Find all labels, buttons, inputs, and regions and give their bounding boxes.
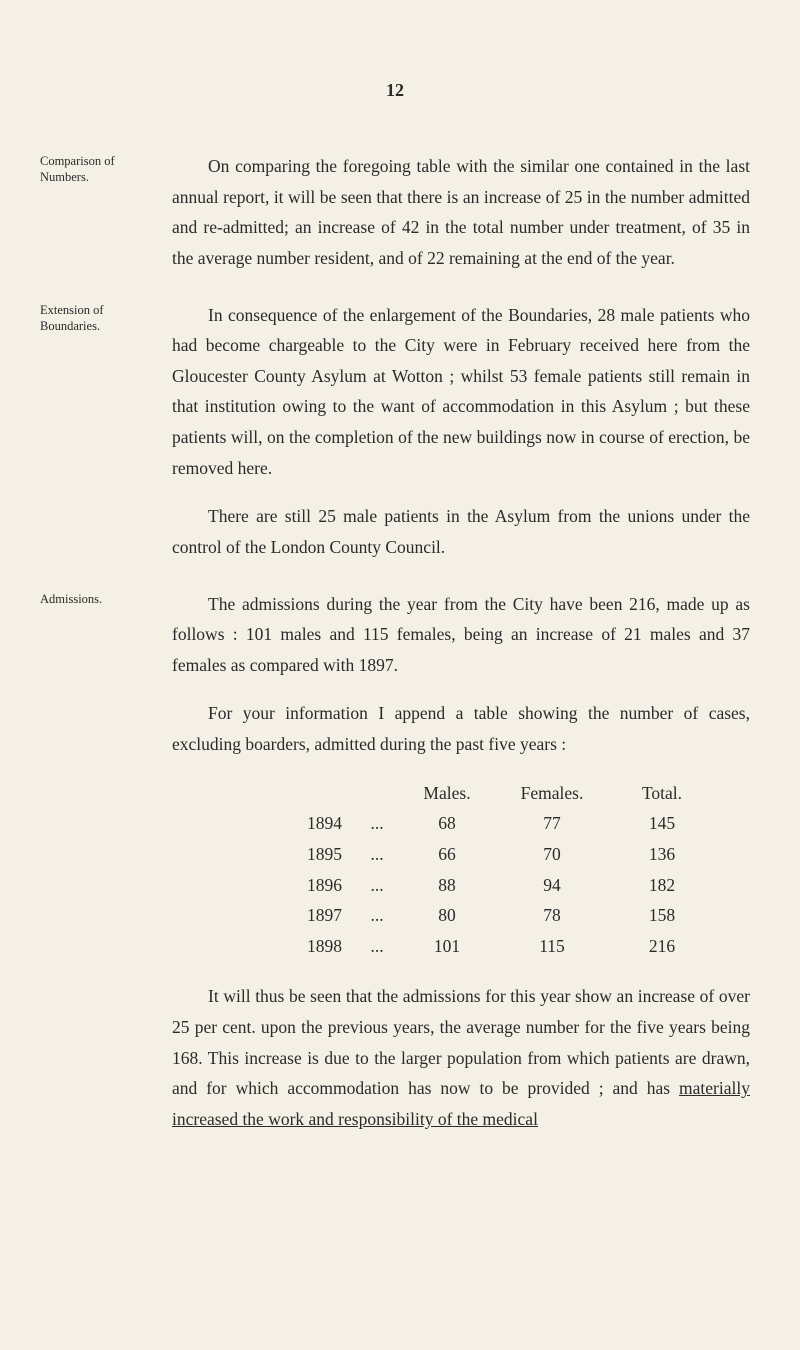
cell-males: 68 [402,808,492,839]
table-header-row: Males. Females. Total. [172,778,750,809]
body-comparison: On comparing the foregoing table with th… [172,151,750,292]
cell-year: 1896 [172,870,352,901]
th-total: Total. [612,778,712,809]
cell-males: 66 [402,839,492,870]
admissions-table: Males. Females. Total. 1894 ... 68 77 14… [172,778,750,962]
page-number: 12 [40,80,750,101]
table-row: 1897 ... 80 78 158 [172,900,750,931]
cell-year: 1898 [172,931,352,962]
th-females: Females. [492,778,612,809]
para: In consequence of the enlargement of the… [172,300,750,484]
para: On comparing the foregoing table with th… [172,151,750,274]
cell-dots: ... [352,900,402,931]
th-blank [172,778,352,809]
section-comparison: Comparison of Numbers. On comparing the … [40,151,750,292]
cell-year: 1897 [172,900,352,931]
body-admissions: The admissions during the year from the … [172,589,750,1153]
cell-males: 101 [402,931,492,962]
margin-label-comparison: Comparison of Numbers. [40,151,172,292]
cell-total: 158 [612,900,712,931]
cell-dots: ... [352,839,402,870]
cell-females: 115 [492,931,612,962]
cell-total: 216 [612,931,712,962]
cell-year: 1895 [172,839,352,870]
table-row: 1898 ... 101 115 216 [172,931,750,962]
closing-para: It will thus be seen that the admissions… [172,981,750,1134]
cell-females: 94 [492,870,612,901]
cell-dots: ... [352,870,402,901]
cell-males: 88 [402,870,492,901]
closing-text: It will thus be seen that the admissions… [172,986,750,1098]
table-row: 1895 ... 66 70 136 [172,839,750,870]
th-males: Males. [402,778,492,809]
margin-label-extension: Extension of Boundaries. [40,300,172,581]
cell-dots: ... [352,931,402,962]
cell-total: 182 [612,870,712,901]
margin-label-admissions: Admissions. [40,589,172,1153]
cell-females: 78 [492,900,612,931]
cell-females: 77 [492,808,612,839]
cell-females: 70 [492,839,612,870]
section-extension: Extension of Boundaries. In consequence … [40,300,750,581]
table-row: 1896 ... 88 94 182 [172,870,750,901]
cell-total: 136 [612,839,712,870]
para: For your information I append a table sh… [172,698,750,759]
th-blank [352,778,402,809]
page: 12 Comparison of Numbers. On comparing t… [0,0,800,1350]
para: There are still 25 male patients in the … [172,501,750,562]
cell-year: 1894 [172,808,352,839]
para: The admissions during the year from the … [172,589,750,681]
body-extension: In consequence of the enlargement of the… [172,300,750,581]
cell-total: 145 [612,808,712,839]
table-row: 1894 ... 68 77 145 [172,808,750,839]
section-admissions: Admissions. The admissions during the ye… [40,589,750,1153]
cell-dots: ... [352,808,402,839]
cell-males: 80 [402,900,492,931]
